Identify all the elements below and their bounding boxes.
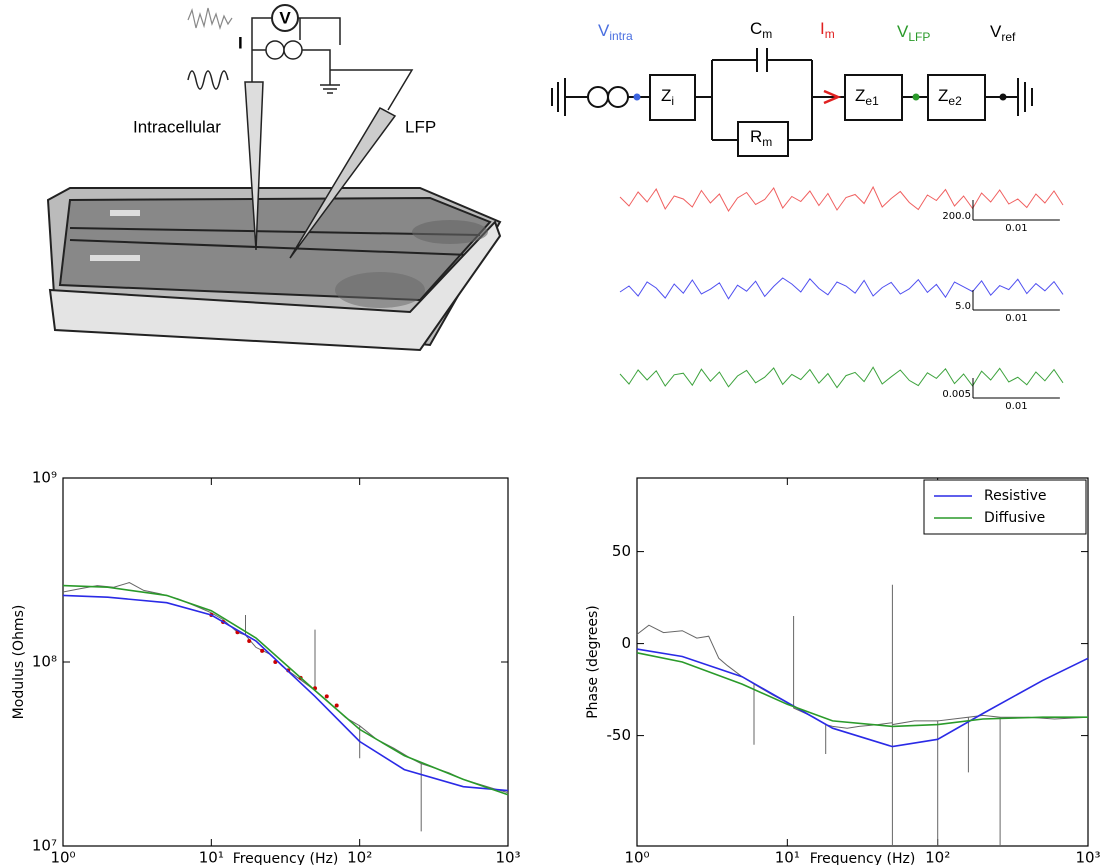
y-tick-label: 10⁸ [32,653,57,671]
x-tick-label: 10³ [1075,849,1100,865]
x-tick-label: 10⁰ [50,849,75,865]
circuit-label: Vref [990,22,1016,44]
scale-bar-label: 0.01 [1005,401,1027,412]
legend-box [923,479,1087,535]
electrode-label: Intracellular [133,117,221,136]
model-line [636,648,1089,748]
plot-frame [62,477,509,847]
circuit-label: VLFP [897,22,930,44]
circuit-label: Vintra [598,21,633,43]
x-tick-label: 10³ [495,849,520,865]
label-sub: m [762,27,772,41]
circuit [551,48,1033,157]
circuit-label: Cm [750,19,772,41]
label-main: Z [855,86,865,105]
box-label: Ze1 [855,86,879,108]
x-tick-label: 10¹ [199,849,224,865]
y-tick-label: 10⁹ [32,469,57,487]
model-line [62,594,509,792]
data-line [619,185,1064,212]
label-sub: e2 [948,94,962,108]
scale-bar-label: 0.01 [1005,313,1027,324]
label-main: Z [661,86,671,105]
source-label: I [238,33,243,52]
y-tick-label: 0 [621,634,631,652]
label-main: V [897,22,909,41]
model-line [62,584,509,796]
box-label: Rm [750,127,772,149]
x-axis-label: Frequency (Hz) [233,851,339,865]
label-sub: e1 [865,94,879,108]
x-tick-label: 10² [925,849,950,865]
label-main: Z [938,86,948,105]
plot-frame [636,477,1089,847]
label-main: R [750,127,762,146]
x-tick-label: 10¹ [775,849,800,865]
model-line [636,652,1088,728]
slice-illustration [46,4,502,352]
box-label: Ze2 [938,86,962,108]
legend-label: Resistive [984,488,1046,504]
data-line [62,582,509,832]
data-point [247,639,252,644]
scale-bar-label: 0.01 [1005,223,1027,234]
x-axis-label: Frequency (Hz) [810,851,916,865]
data-point [260,648,265,653]
label-sub: m [762,135,772,149]
label-sub: LFP [908,30,930,44]
scale-bar-label: 200.0 [942,211,971,222]
y-axis-label: Phase (degrees) [585,605,601,719]
x-tick-label: 10² [347,849,372,865]
data-point [324,694,329,699]
label-sub: ref [1001,30,1016,44]
electrode-label: LFP [405,117,436,136]
meter-label: V [279,8,291,27]
legend-label: Diffusive [984,510,1045,526]
data-line [636,584,1089,846]
node [633,93,641,101]
scale-bar-label: 0.005 [942,389,971,400]
data-line [619,277,1064,300]
circuit-label: Im [820,19,835,41]
data-point [334,703,339,708]
data-line [619,366,1064,389]
current-arrow [823,89,842,105]
label-main: V [598,21,610,40]
label-sub: m [825,27,835,41]
y-axis-label: Modulus (Ohms) [11,605,27,720]
x-tick-label: 10⁰ [624,849,649,865]
label-main: V [990,22,1002,41]
node [912,93,920,101]
label-sub: intra [609,29,633,43]
label-main: I [820,19,825,38]
box-label: Zi [661,86,674,108]
y-tick-label: 10⁷ [32,837,57,855]
y-tick-label: -50 [607,726,632,744]
label-main: C [750,19,762,38]
y-tick-label: 50 [612,542,631,560]
node [999,93,1007,101]
scale-bar-label: 5.0 [955,301,971,312]
label-sub: i [671,94,674,108]
